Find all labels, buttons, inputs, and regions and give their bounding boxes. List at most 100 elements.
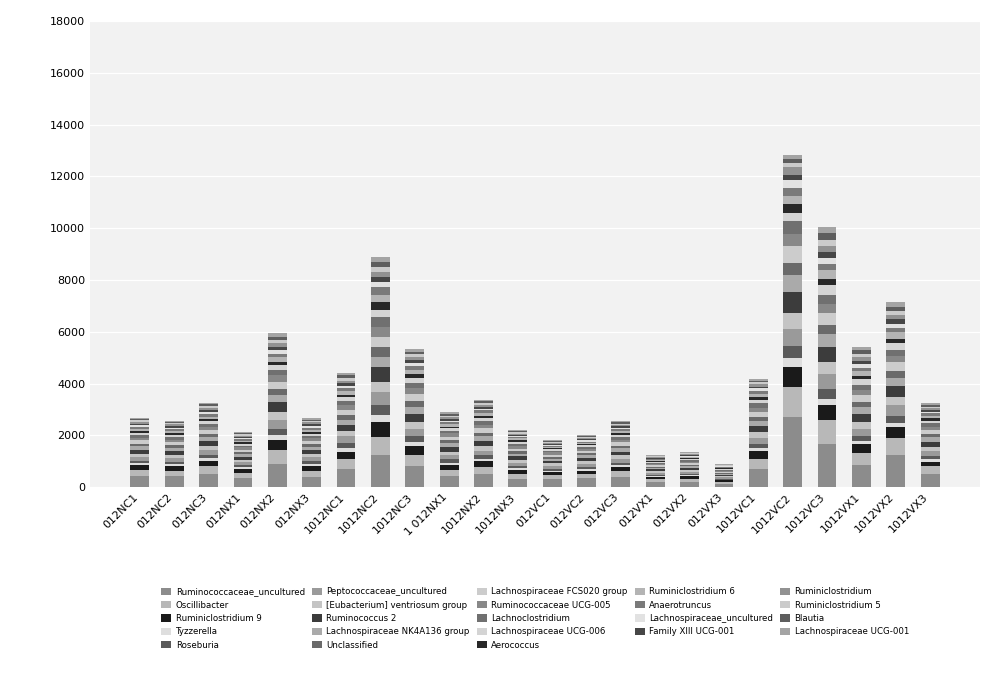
Bar bbox=[371, 277, 390, 282]
Bar bbox=[337, 375, 355, 378]
Bar bbox=[371, 393, 390, 404]
Bar bbox=[234, 434, 252, 436]
Bar bbox=[234, 460, 252, 462]
Bar bbox=[130, 419, 149, 420]
Bar bbox=[852, 357, 871, 361]
Bar bbox=[680, 452, 699, 453]
Bar bbox=[886, 455, 905, 487]
Bar bbox=[921, 459, 940, 461]
Bar bbox=[508, 474, 527, 479]
Bar bbox=[405, 394, 424, 401]
Bar bbox=[130, 470, 149, 476]
Bar bbox=[783, 246, 802, 262]
Bar bbox=[199, 455, 218, 458]
Bar bbox=[440, 476, 459, 487]
Bar bbox=[199, 419, 218, 421]
Bar bbox=[749, 383, 768, 386]
Bar bbox=[474, 421, 493, 425]
Bar bbox=[715, 469, 733, 470]
Bar bbox=[680, 463, 699, 465]
Bar bbox=[474, 474, 493, 487]
Bar bbox=[508, 456, 527, 460]
Bar bbox=[165, 426, 184, 427]
Bar bbox=[130, 461, 149, 464]
Bar bbox=[337, 386, 355, 388]
Bar bbox=[268, 450, 287, 464]
Bar bbox=[302, 461, 321, 464]
Bar bbox=[886, 311, 905, 315]
Bar bbox=[577, 455, 596, 458]
Bar bbox=[749, 400, 768, 403]
Bar bbox=[852, 371, 871, 376]
Bar bbox=[783, 292, 802, 313]
Bar bbox=[337, 390, 355, 395]
Bar bbox=[371, 294, 390, 302]
Bar bbox=[680, 468, 699, 470]
Bar bbox=[440, 434, 459, 436]
Bar bbox=[749, 469, 768, 487]
Bar bbox=[474, 418, 493, 421]
Bar bbox=[165, 462, 184, 464]
Bar bbox=[921, 430, 940, 434]
Bar bbox=[165, 458, 184, 462]
Bar bbox=[371, 282, 390, 287]
Bar bbox=[611, 433, 630, 435]
Bar bbox=[405, 388, 424, 394]
Bar bbox=[577, 451, 596, 453]
Bar bbox=[611, 431, 630, 433]
Bar bbox=[130, 438, 149, 441]
Bar bbox=[680, 460, 699, 461]
Bar bbox=[543, 464, 562, 466]
Bar bbox=[337, 443, 355, 448]
Bar bbox=[440, 431, 459, 434]
Bar bbox=[302, 434, 321, 436]
Bar bbox=[818, 389, 836, 399]
Bar bbox=[749, 388, 768, 391]
Bar bbox=[234, 443, 252, 445]
Bar bbox=[199, 414, 218, 416]
Bar bbox=[611, 448, 630, 452]
Bar bbox=[474, 459, 493, 461]
Bar bbox=[646, 471, 665, 473]
Bar bbox=[646, 464, 665, 465]
Bar bbox=[611, 424, 630, 425]
Bar bbox=[886, 438, 905, 455]
Bar bbox=[440, 455, 459, 459]
Bar bbox=[474, 400, 493, 402]
Bar bbox=[405, 422, 424, 429]
Bar bbox=[165, 432, 184, 433]
Bar bbox=[371, 347, 390, 357]
Bar bbox=[130, 420, 149, 422]
Bar bbox=[371, 404, 390, 415]
Bar bbox=[337, 469, 355, 487]
Bar bbox=[886, 324, 905, 328]
Bar bbox=[783, 275, 802, 292]
Bar bbox=[440, 447, 459, 452]
Bar bbox=[886, 422, 905, 427]
Bar bbox=[715, 480, 733, 482]
Bar bbox=[715, 484, 733, 487]
Bar bbox=[921, 466, 940, 474]
Bar bbox=[886, 339, 905, 343]
Bar bbox=[440, 416, 459, 418]
Bar bbox=[302, 420, 321, 421]
Bar bbox=[371, 267, 390, 272]
Bar bbox=[302, 422, 321, 425]
Bar bbox=[543, 441, 562, 443]
Bar bbox=[886, 343, 905, 349]
Bar bbox=[268, 370, 287, 375]
Bar bbox=[199, 421, 218, 424]
Bar bbox=[886, 333, 905, 339]
Bar bbox=[611, 435, 630, 437]
Bar bbox=[371, 272, 390, 277]
Bar bbox=[234, 439, 252, 441]
Bar bbox=[405, 351, 424, 354]
Bar bbox=[921, 456, 940, 459]
Bar bbox=[852, 402, 871, 407]
Bar bbox=[646, 476, 665, 477]
Bar bbox=[818, 420, 836, 445]
Bar bbox=[337, 381, 355, 383]
Bar bbox=[611, 442, 630, 445]
Bar bbox=[715, 468, 733, 469]
Bar bbox=[234, 473, 252, 478]
